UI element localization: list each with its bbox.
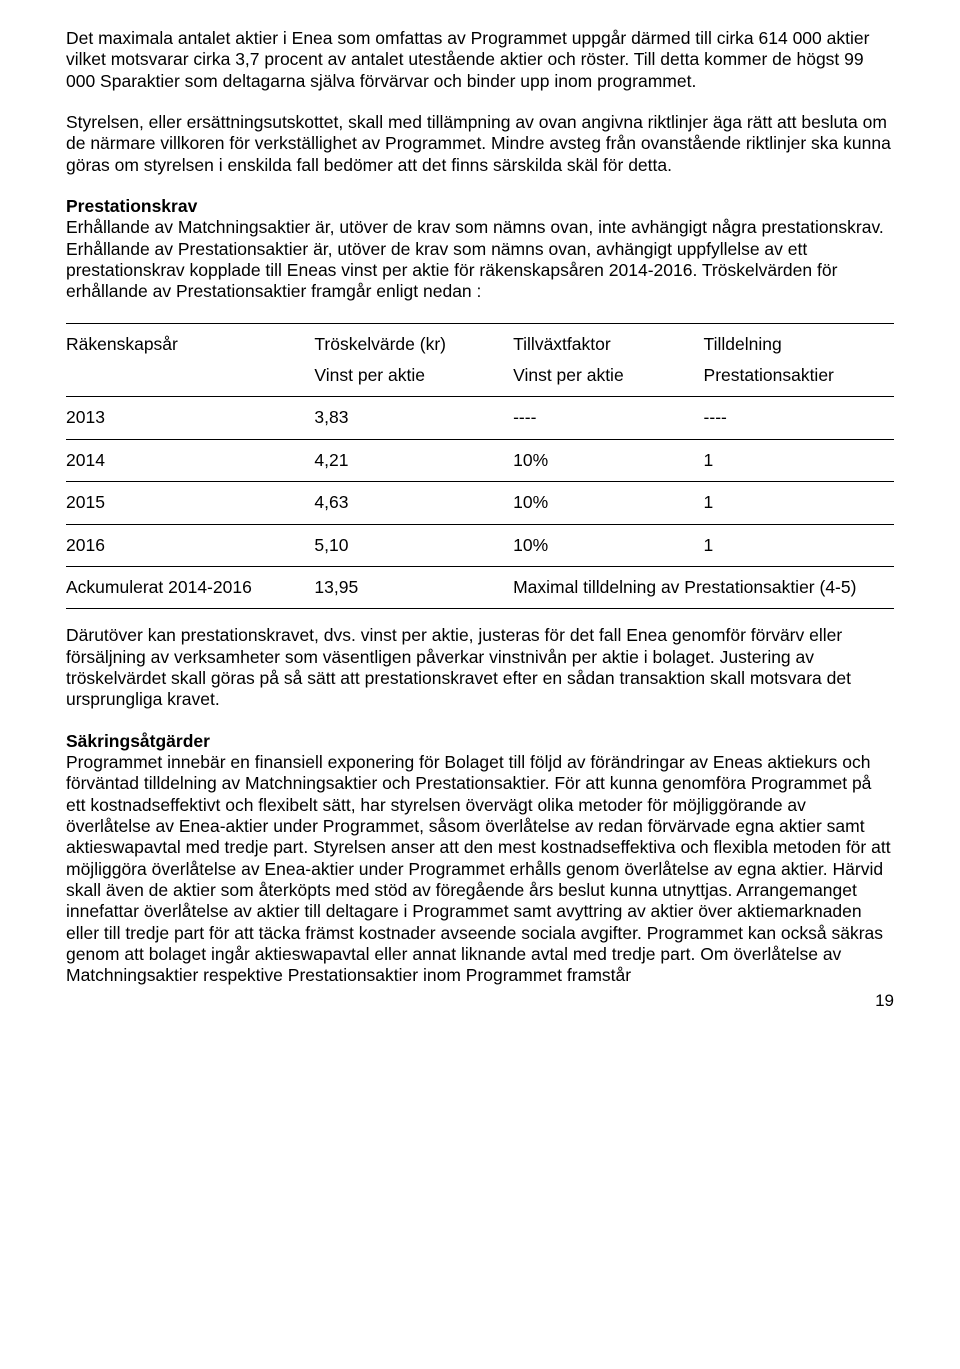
col-header-growth: Tillväxtfaktor (513, 323, 703, 365)
sakring-section: Säkringsåtgärder Programmet innebär en f… (66, 731, 894, 987)
table-row-cumulative: Ackumulerat 2014-2016 13,95 Maximal till… (66, 566, 894, 608)
intro-paragraph-2: Styrelsen, eller ersättningsutskottet, s… (66, 112, 894, 176)
cell-threshold: 3,83 (314, 397, 513, 439)
col-header-year: Räkenskapsår (66, 323, 314, 365)
col-subheader-allocation: Prestationsaktier (704, 365, 894, 396)
cell-year: 2015 (66, 482, 314, 524)
table-row: 2013 3,83 ---- ---- (66, 397, 894, 439)
table-row: 2016 5,10 10% 1 (66, 524, 894, 566)
cell-year: 2016 (66, 524, 314, 566)
cell-threshold: 4,63 (314, 482, 513, 524)
after-table-paragraph: Därutöver kan prestationskravet, dvs. vi… (66, 625, 894, 710)
col-header-allocation: Tilldelning (704, 323, 894, 365)
cell-growth: 10% (513, 524, 703, 566)
cell-allocation: 1 (704, 482, 894, 524)
table-header-row-2: Vinst per aktie Vinst per aktie Prestati… (66, 365, 894, 396)
cell-threshold: 5,10 (314, 524, 513, 566)
cell-threshold: 4,21 (314, 439, 513, 481)
cell-cum-value: 13,95 (314, 566, 513, 608)
table-row: 2014 4,21 10% 1 (66, 439, 894, 481)
cell-growth: ---- (513, 397, 703, 439)
prestationskrav-section: Prestationskrav Erhållande av Matchnings… (66, 196, 894, 303)
table-row: 2015 4,63 10% 1 (66, 482, 894, 524)
intro-paragraph-1: Det maximala antalet aktier i Enea som o… (66, 28, 894, 92)
cell-year: 2014 (66, 439, 314, 481)
page-number: 19 (66, 991, 894, 1012)
threshold-table: Räkenskapsår Tröskelvärde (kr) Tillväxtf… (66, 323, 894, 609)
cell-allocation: ---- (704, 397, 894, 439)
cell-allocation: 1 (704, 439, 894, 481)
sakring-body: Programmet innebär en finansiell exponer… (66, 752, 891, 985)
cell-cum-label: Ackumulerat 2014-2016 (66, 566, 314, 608)
col-subheader-growth: Vinst per aktie (513, 365, 703, 396)
cell-year: 2013 (66, 397, 314, 439)
cell-allocation: 1 (704, 524, 894, 566)
col-subheader-threshold: Vinst per aktie (314, 365, 513, 396)
col-header-threshold: Tröskelvärde (kr) (314, 323, 513, 365)
cell-growth: 10% (513, 439, 703, 481)
prestationskrav-heading: Prestationskrav (66, 196, 894, 217)
cell-growth: 10% (513, 482, 703, 524)
sakring-heading: Säkringsåtgärder (66, 731, 894, 752)
prestationskrav-body: Erhållande av Matchningsaktier är, utöve… (66, 217, 884, 301)
cell-cum-note: Maximal tilldelning av Prestationsaktier… (513, 566, 894, 608)
table-header-row-1: Räkenskapsår Tröskelvärde (kr) Tillväxtf… (66, 323, 894, 365)
